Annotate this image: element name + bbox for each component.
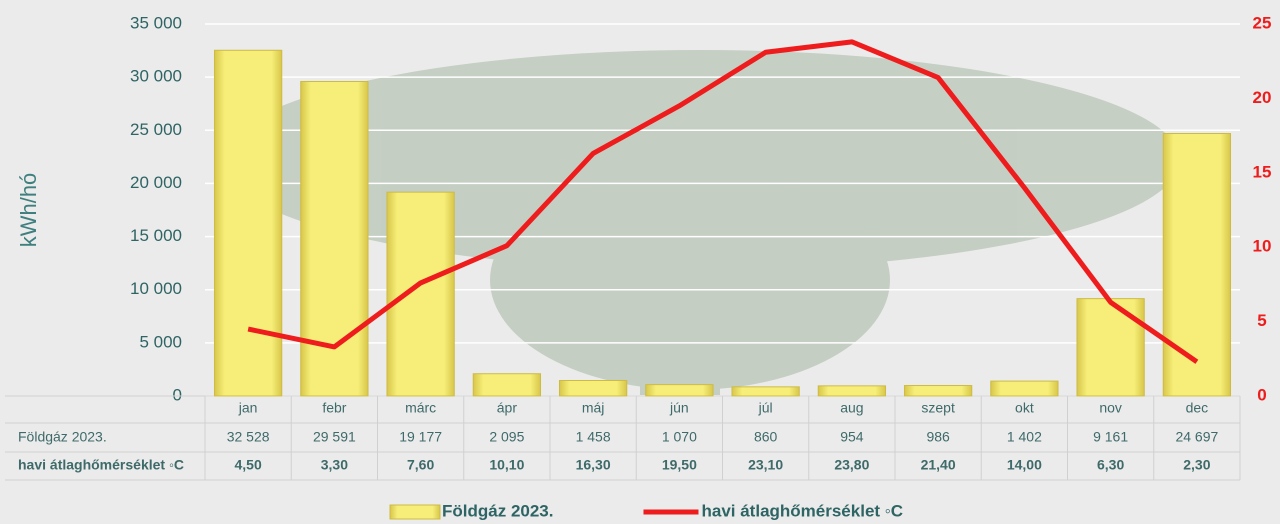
bar — [1077, 299, 1144, 396]
table-row-header: havi átlaghőmérséklet ◦C — [18, 457, 184, 473]
table-cell: 1 070 — [662, 429, 697, 445]
y2-tick-label: 5 — [1257, 311, 1266, 330]
table-cell: 21,40 — [921, 457, 956, 473]
x-tick-label: ápr — [497, 400, 518, 416]
x-tick-label: szept — [921, 400, 955, 416]
table-cell: 3,30 — [321, 457, 348, 473]
table-row-header: Földgáz 2023. — [18, 429, 107, 445]
y-tick-label: 5 000 — [139, 332, 182, 351]
x-tick-label: febr — [322, 400, 346, 416]
y-axis-label: kWh/hó — [16, 173, 41, 248]
y2-tick-label: 25 — [1253, 13, 1272, 32]
bar — [732, 387, 799, 396]
y-tick-label: 20 000 — [130, 173, 182, 192]
y-tick-label: 10 000 — [130, 279, 182, 298]
y-tick-label: 0 — [173, 385, 182, 404]
bar — [991, 381, 1058, 396]
legend-label: Földgáz 2023. — [442, 501, 553, 520]
table-cell: 1 458 — [576, 429, 611, 445]
table-cell: 2,30 — [1183, 457, 1210, 473]
table-cell: 9 161 — [1093, 429, 1128, 445]
table-cell: 6,30 — [1097, 457, 1124, 473]
y-tick-label: 30 000 — [130, 67, 182, 86]
y-tick-label: 25 000 — [130, 120, 182, 139]
table-cell: 860 — [754, 429, 778, 445]
bar — [904, 386, 971, 396]
x-tick-label: okt — [1015, 400, 1034, 416]
table-cell: 23,10 — [748, 457, 783, 473]
bar — [646, 385, 713, 396]
x-tick-label: máj — [582, 400, 605, 416]
table-cell: 19 177 — [399, 429, 442, 445]
bar — [559, 381, 626, 396]
table-cell: 16,30 — [576, 457, 611, 473]
table-cell: 1 402 — [1007, 429, 1042, 445]
bar — [1163, 134, 1230, 396]
bar — [387, 192, 454, 396]
table-cell: 24 697 — [1175, 429, 1218, 445]
x-tick-label: jan — [238, 400, 258, 416]
table-cell: 14,00 — [1007, 457, 1042, 473]
y2-tick-label: 15 — [1253, 162, 1272, 181]
x-tick-label: júl — [758, 400, 773, 416]
x-tick-label: jún — [669, 400, 689, 416]
x-tick-label: nov — [1099, 400, 1122, 416]
x-tick-label: dec — [1186, 400, 1209, 416]
y2-tick-label: 10 — [1253, 237, 1272, 256]
table-cell: 32 528 — [227, 429, 270, 445]
table-cell: 10,10 — [489, 457, 524, 473]
bar — [214, 50, 281, 396]
chart: kWh/hó 0 5 000 10 000 15 000 20 000 25 000 30 … — [0, 0, 1280, 524]
y-tick-label: 15 000 — [130, 226, 182, 245]
bar — [473, 374, 540, 396]
table-cell: 954 — [840, 429, 864, 445]
table-cell: 2 095 — [489, 429, 524, 445]
page: kWh/hó 0 5 000 10 000 15 000 20 000 25 000 30 … — [0, 0, 1280, 524]
bar — [818, 386, 885, 396]
table-cell: 29 591 — [313, 429, 356, 445]
table-cell: 4,50 — [235, 457, 262, 473]
y-tick-label: 35 000 — [130, 13, 182, 32]
legend-label: havi átlaghőmérséklet ◦C — [701, 501, 903, 520]
table-cell: 986 — [926, 429, 950, 445]
table-cell: 7,60 — [407, 457, 434, 473]
x-tick-label: márc — [405, 400, 436, 416]
table-cell: 19,50 — [662, 457, 697, 473]
y2-tick-label: 20 — [1253, 88, 1272, 107]
table-cell: 23,80 — [834, 457, 869, 473]
legend-swatch — [390, 505, 440, 519]
x-tick-label: aug — [840, 400, 863, 416]
y2-tick-label: 0 — [1257, 385, 1266, 404]
